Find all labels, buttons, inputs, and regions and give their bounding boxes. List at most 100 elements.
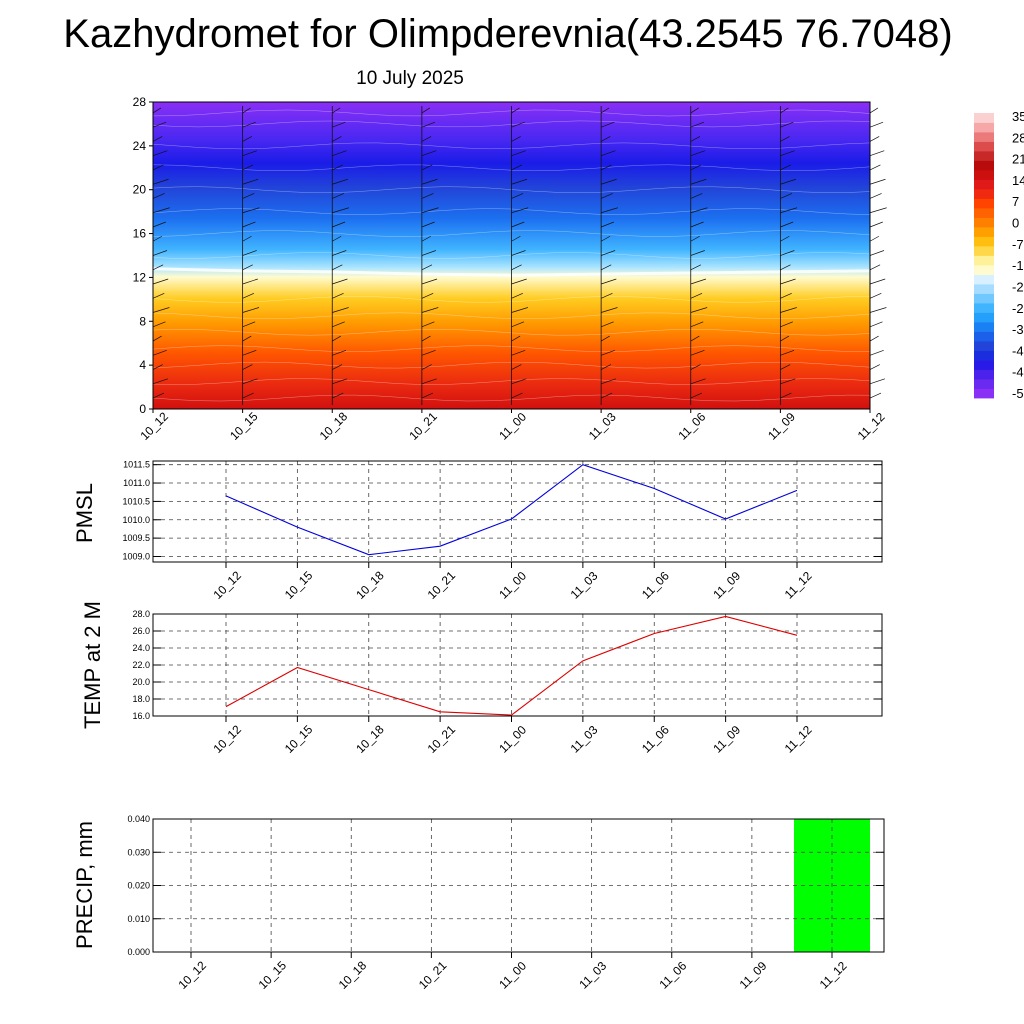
wind-barb: [332, 335, 342, 342]
pmsl-axis-label: PMSL: [72, 483, 97, 543]
wind-barb: [152, 335, 162, 342]
x-tick-label: 10_21: [416, 958, 450, 992]
wind-barb: [332, 278, 348, 285]
pmsl-frame: [152, 460, 883, 563]
wind-barb: [511, 378, 527, 385]
pmsl-panel: PMSL 1009.0 1009.5 1010.0 1010.5 1011.0 1011.…: [72, 460, 883, 602]
colorbar-cell: [974, 141, 994, 152]
wind-barb: [152, 193, 165, 199]
wind-barb: [511, 292, 523, 299]
wind-barb: [869, 307, 887, 313]
wind-barb: [421, 121, 436, 128]
colorbar-tick-label: -4: [1012, 365, 1024, 380]
y-tick-label: 0.020: [127, 881, 150, 891]
wind-barb: [690, 136, 701, 142]
wind-barb: [152, 278, 169, 285]
colorbar-cell: [974, 312, 994, 323]
profile-y-axis: 0 4 8 12 16 20 24 28: [133, 95, 153, 416]
wind-barb: [511, 164, 523, 171]
colorbar-cell: [974, 151, 994, 161]
wind-barb: [152, 178, 169, 185]
wind-barb: [242, 292, 255, 299]
wind-barb: [780, 207, 798, 214]
x-tick-label: 11_12: [782, 569, 815, 602]
wind-barb: [780, 349, 795, 356]
wind-barb: [152, 392, 165, 399]
x-tick-label: 11_03: [568, 723, 601, 756]
wind-barb: [421, 349, 436, 356]
wind-barb: [332, 292, 344, 299]
wind-barb: [600, 335, 610, 342]
wind-barb: [511, 136, 521, 142]
profile-y-tick-label: 12: [133, 270, 147, 284]
profile-y-tick-label: 16: [133, 227, 147, 241]
wind-barb: [242, 364, 253, 370]
wind-barb: [332, 207, 350, 214]
wind-barb: [332, 164, 343, 171]
profile-x-tick-label: 11_12: [855, 410, 888, 443]
wind-barb: [690, 150, 706, 157]
colorbar-labels: 35 28 21 14 7 0 -7 -1 -2 -2 -3 -4 -4 -5: [1012, 109, 1024, 401]
wind-barb: [332, 392, 344, 399]
colorbar-tick-label: 0: [1012, 216, 1019, 231]
colorbar-cells: [974, 113, 994, 399]
colorbar-cell: [974, 227, 994, 237]
wind-barb: [600, 321, 614, 328]
pmsl-grid: [153, 461, 882, 562]
wind-barb: [601, 307, 618, 313]
wind-barb: [780, 378, 796, 385]
colorbar-tick-label: -2: [1012, 301, 1024, 316]
wind-barb: [690, 264, 702, 271]
y-tick-label: 20.0: [132, 677, 150, 687]
wind-barb: [690, 178, 707, 185]
wind-barb: [421, 164, 433, 171]
x-tick-label: 10_15: [282, 568, 316, 602]
wind-barb: [511, 235, 521, 242]
wind-barb: [869, 207, 887, 214]
colorbar-cell: [974, 303, 994, 313]
y-tick-label: 18.0: [132, 694, 150, 704]
wind-barb: [869, 321, 883, 328]
y-tick-label: 16.0: [132, 711, 150, 721]
wind-barb: [332, 121, 346, 128]
colorbar-cell: [974, 265, 994, 275]
wind-barb: [421, 378, 437, 385]
wind-barb: [869, 392, 882, 399]
wind-barb: [600, 107, 610, 114]
wind-barb: [152, 264, 164, 271]
colorbar-cell: [974, 179, 994, 190]
wind-barb: [780, 221, 794, 228]
profile-y-tick-label: 24: [133, 139, 147, 153]
wind-barb: [780, 178, 796, 185]
wind-barb: [242, 136, 252, 142]
profile-x-axis: 10_12 10_15 10_18 10_21 11_00 11_03 11_06 11_09…: [137, 409, 888, 443]
wind-barb: [690, 349, 705, 356]
colorbar-cell: [974, 160, 994, 171]
x-tick-label: 11_09: [710, 723, 743, 756]
wind-barb: [421, 193, 434, 199]
x-tick-label: 10_21: [425, 568, 459, 602]
y-tick-label: 0.040: [127, 814, 150, 824]
wind-barb: [332, 378, 348, 385]
wind-barb: [511, 349, 526, 356]
x-tick-label: 11_00: [496, 723, 529, 756]
wind-barb: [421, 235, 431, 242]
x-tick-label: 11_12: [817, 959, 850, 992]
wind-barb: [511, 150, 526, 157]
wind-barb: [152, 136, 163, 142]
wind-barb: [242, 321, 256, 328]
pmsl-line: [225, 464, 798, 556]
wind-barb: [152, 364, 163, 370]
x-tick-label: 11_00: [496, 569, 529, 602]
wind-barb: [152, 307, 170, 313]
wind-barb: [869, 193, 882, 199]
wind-barb: [152, 349, 167, 356]
x-tick-label: 11_12: [782, 723, 815, 756]
y-tick-label: 0.000: [127, 947, 150, 957]
wind-barb: [242, 278, 258, 285]
wind-barb: [421, 178, 438, 185]
wind-barb: [421, 136, 432, 142]
wind-barb: [780, 107, 789, 114]
wind-barb: [601, 178, 617, 185]
page-subtitle: 10 July 2025: [356, 68, 464, 89]
